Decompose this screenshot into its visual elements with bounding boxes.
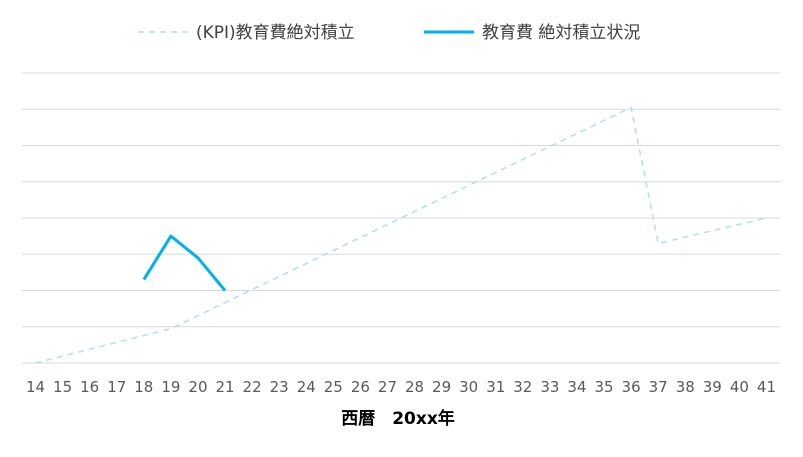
x-tick-label: 28 <box>405 378 424 396</box>
x-tick-label: 35 <box>594 378 613 396</box>
gridlines <box>22 72 780 364</box>
x-tick-label: 23 <box>270 378 289 396</box>
x-tick-label: 32 <box>513 378 532 396</box>
x-tick-label: 39 <box>703 378 722 396</box>
x-tick-label: 24 <box>297 378 316 396</box>
x-tick-label: 38 <box>676 378 695 396</box>
x-tick-label: 37 <box>649 378 668 396</box>
x-tick-label: 19 <box>161 378 180 396</box>
x-axis-ticks: 14 15 16 17 18 19 20 21 22 23 24 25 26 27 28 29 30 31 32 33… <box>26 378 776 396</box>
x-tick-label: 22 <box>243 378 262 396</box>
series-line-actual <box>142 234 227 292</box>
x-tick-label: 40 <box>730 378 749 396</box>
x-tick-label: 15 <box>53 378 72 396</box>
series-lines <box>35 106 767 364</box>
x-tick-label: 17 <box>107 378 126 396</box>
x-tick-label: 16 <box>80 378 99 396</box>
x-tick-label: 14 <box>26 378 45 396</box>
x-tick-label: 21 <box>215 378 234 396</box>
legend-label-kpi: (KPI)教育費絶対積立 <box>196 23 355 43</box>
x-tick-label: 27 <box>378 378 397 396</box>
x-tick-label: 34 <box>567 378 586 396</box>
x-tick-label: 30 <box>459 378 478 396</box>
x-tick-label: 33 <box>540 378 559 396</box>
x-tick-label: 18 <box>134 378 153 396</box>
x-tick-label: 31 <box>486 378 505 396</box>
legend: (KPI)教育費絶対積立 教育費 絶対積立状況 <box>138 23 640 43</box>
x-axis-label: 西暦 20xx年 <box>341 408 455 429</box>
x-tick-label: 20 <box>188 378 207 396</box>
legend-label-actual: 教育費 絶対積立状況 <box>482 23 640 43</box>
x-tick-label: 36 <box>622 378 641 396</box>
x-tick-label: 26 <box>351 378 370 396</box>
x-tick-label: 41 <box>757 378 776 396</box>
x-tick-label: 25 <box>324 378 343 396</box>
x-tick-label: 29 <box>432 378 451 396</box>
series-line-kpi <box>35 106 767 364</box>
